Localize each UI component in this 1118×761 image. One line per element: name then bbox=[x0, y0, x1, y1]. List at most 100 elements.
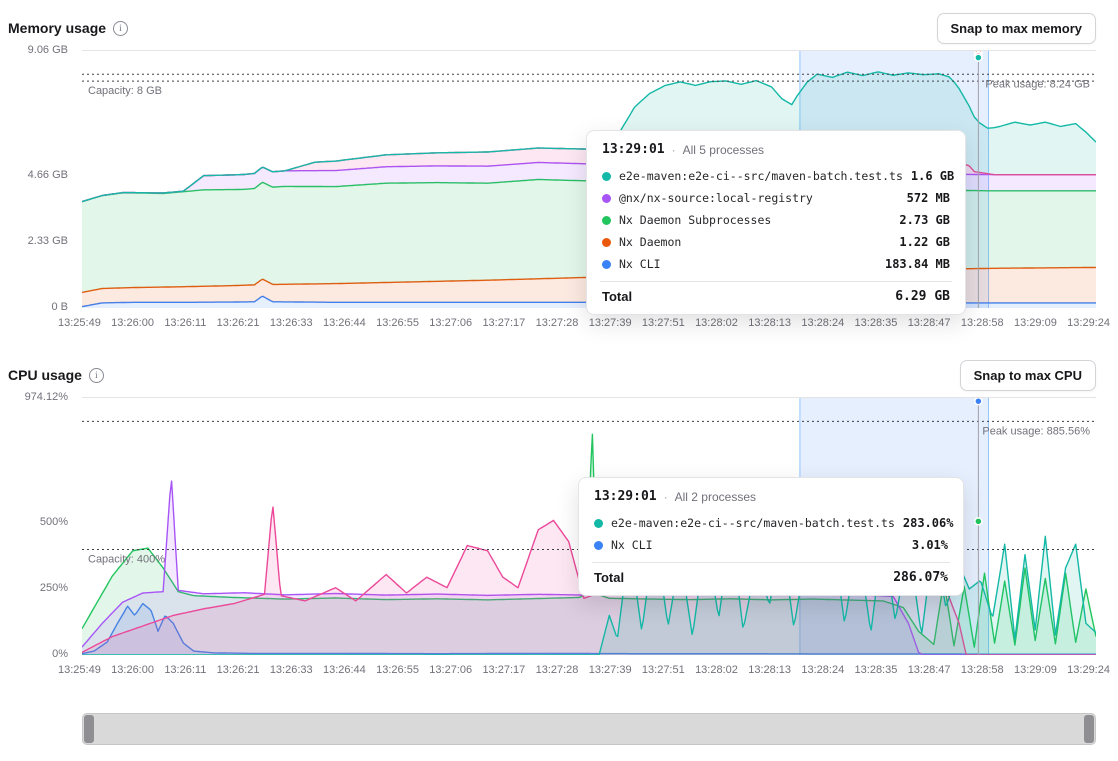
total-value: 286.07% bbox=[893, 570, 948, 585]
crosshair-dot bbox=[975, 398, 982, 405]
horizontal-scrollbar[interactable] bbox=[82, 713, 1096, 745]
x-tick-label: 13:26:11 bbox=[164, 664, 206, 676]
x-tick-label: 13:26:44 bbox=[323, 664, 366, 676]
cpu-section-header: CPU usage i Snap to max CPU bbox=[8, 359, 1096, 391]
tooltip-header: 13:29:01 · All 2 processes bbox=[592, 487, 950, 512]
tooltip-row: e2e-maven:e2e-ci--src/maven-batch.test.t… bbox=[592, 512, 950, 534]
capacity-label: Capacity: 8 GB bbox=[88, 85, 162, 97]
x-tick-label: 13:25:49 bbox=[58, 664, 101, 676]
peak-label: Peak usage: 885.56% bbox=[982, 425, 1090, 437]
x-tick-label: 13:28:58 bbox=[961, 664, 1004, 676]
x-tick-label: 13:28:13 bbox=[748, 317, 791, 329]
tooltip-row: Nx Daemon Subprocesses 2.73 GB bbox=[600, 209, 952, 231]
peak-label: Peak usage: 8.24 GB bbox=[985, 78, 1090, 90]
series-dot bbox=[602, 172, 611, 181]
cpu-tooltip: 13:29:01 · All 2 processes e2e-maven:e2e… bbox=[578, 477, 964, 596]
process-name: Nx Daemon bbox=[619, 235, 681, 249]
y-tick-label: 0% bbox=[52, 648, 68, 660]
process-name: e2e-maven:e2e-ci--src/maven-batch.test.t… bbox=[619, 169, 903, 183]
x-tick-label: 13:27:17 bbox=[482, 317, 525, 329]
memory-y-axis: 9.06 GB4.66 GB2.33 GB0 B bbox=[0, 50, 76, 307]
snap-to-max-memory-button[interactable]: Snap to max memory bbox=[937, 13, 1097, 44]
series-dot bbox=[594, 541, 603, 550]
x-tick-label: 13:28:35 bbox=[855, 317, 898, 329]
x-tick-label: 13:27:28 bbox=[536, 317, 579, 329]
x-tick-label: 13:28:58 bbox=[961, 317, 1004, 329]
process-name: Nx CLI bbox=[619, 257, 661, 271]
x-tick-label: 13:29:24 bbox=[1067, 317, 1110, 329]
series-dot bbox=[602, 194, 611, 203]
x-tick-label: 13:26:44 bbox=[323, 317, 366, 329]
tooltip-row: Nx CLI 3.01% bbox=[592, 534, 950, 556]
x-tick-label: 13:28:35 bbox=[855, 664, 898, 676]
capacity-label: Capacity: 400% bbox=[88, 553, 165, 565]
process-value: 1.6 GB bbox=[911, 169, 954, 183]
x-tick-label: 13:26:00 bbox=[111, 317, 154, 329]
y-tick-label: 9.06 GB bbox=[28, 44, 68, 56]
x-tick-label: 13:27:06 bbox=[429, 317, 472, 329]
memory-section-header: Memory usage i Snap to max memory bbox=[8, 12, 1096, 44]
process-name: Nx CLI bbox=[611, 538, 653, 552]
x-tick-label: 13:28:24 bbox=[801, 317, 844, 329]
tooltip-row: @nx/nx-source:local-registry 572 MB bbox=[600, 187, 952, 209]
total-label: Total bbox=[594, 570, 624, 585]
tooltip-total-row: Total 6.29 GB bbox=[600, 281, 952, 308]
x-tick-label: 13:28:02 bbox=[695, 317, 738, 329]
y-tick-label: 2.33 GB bbox=[28, 235, 68, 247]
process-name: @nx/nx-source:local-registry bbox=[619, 191, 813, 205]
y-tick-label: 250% bbox=[40, 582, 68, 594]
crosshair-dot bbox=[975, 518, 982, 525]
process-value: 183.84 MB bbox=[885, 257, 950, 271]
x-tick-label: 13:27:28 bbox=[536, 664, 579, 676]
process-value: 3.01% bbox=[912, 538, 948, 552]
memory-x-axis: 13:25:49 13:26:00 13:26:11 13:26:21 13:26:33… bbox=[58, 317, 1110, 329]
x-tick-label: 13:27:17 bbox=[482, 664, 525, 676]
info-icon[interactable]: i bbox=[89, 368, 104, 383]
cpu-y-axis: 974.12%500%250%0% bbox=[0, 397, 76, 654]
x-tick-label: 13:27:51 bbox=[642, 317, 685, 329]
x-tick-label: 13:26:33 bbox=[270, 664, 313, 676]
x-tick-label: 13:25:49 bbox=[58, 317, 101, 329]
y-tick-label: 974.12% bbox=[25, 391, 68, 403]
tooltip-total-row: Total 286.07% bbox=[592, 562, 950, 589]
x-tick-label: 13:26:33 bbox=[270, 317, 313, 329]
scrollbar-handle-left[interactable] bbox=[84, 715, 94, 743]
y-tick-label: 0 B bbox=[51, 301, 68, 313]
snap-to-max-cpu-button[interactable]: Snap to max CPU bbox=[960, 360, 1096, 391]
x-tick-label: 13:26:21 bbox=[217, 317, 260, 329]
process-name: Nx Daemon Subprocesses bbox=[619, 213, 771, 227]
memory-tooltip: 13:29:01 · All 5 processes e2e-maven:e2e… bbox=[586, 130, 966, 315]
memory-section-title: Memory usage bbox=[8, 20, 106, 36]
tooltip-separator: · bbox=[672, 143, 676, 157]
x-tick-label: 13:29:09 bbox=[1014, 317, 1057, 329]
x-tick-label: 13:27:06 bbox=[429, 664, 472, 676]
x-tick-label: 13:28:02 bbox=[695, 664, 738, 676]
info-icon[interactable]: i bbox=[113, 21, 128, 36]
tooltip-subtitle: All 2 processes bbox=[675, 490, 756, 504]
y-tick-label: 500% bbox=[40, 516, 68, 528]
process-value: 572 MB bbox=[907, 191, 950, 205]
x-tick-label: 13:29:09 bbox=[1014, 664, 1057, 676]
y-tick-label: 4.66 GB bbox=[28, 169, 68, 181]
profiler-page: Memory usage i Snap to max memory 9.06 G… bbox=[0, 0, 1118, 761]
process-value: 283.06% bbox=[903, 516, 954, 530]
tooltip-row: Nx Daemon 1.22 GB bbox=[600, 231, 952, 253]
crosshair-dot bbox=[975, 54, 982, 61]
tooltip-row: e2e-maven:e2e-ci--src/maven-batch.test.t… bbox=[600, 165, 952, 187]
x-tick-label: 13:27:39 bbox=[589, 317, 632, 329]
x-tick-label: 13:26:11 bbox=[164, 317, 206, 329]
scrollbar-track[interactable] bbox=[94, 715, 1084, 743]
scrollbar-handle-right[interactable] bbox=[1084, 715, 1094, 743]
tooltip-time: 13:29:01 bbox=[594, 489, 657, 504]
x-tick-label: 13:28:13 bbox=[748, 664, 791, 676]
cpu-section-title: CPU usage bbox=[8, 367, 82, 383]
x-tick-label: 13:27:39 bbox=[589, 664, 632, 676]
series-dot bbox=[602, 260, 611, 269]
total-value: 6.29 GB bbox=[895, 289, 950, 304]
tooltip-row: Nx CLI 183.84 MB bbox=[600, 253, 952, 275]
series-dot bbox=[594, 519, 603, 528]
tooltip-subtitle: All 5 processes bbox=[683, 143, 764, 157]
x-tick-label: 13:26:00 bbox=[111, 664, 154, 676]
process-name: e2e-maven:e2e-ci--src/maven-batch.test.t… bbox=[611, 516, 895, 530]
process-value: 1.22 GB bbox=[899, 235, 950, 249]
